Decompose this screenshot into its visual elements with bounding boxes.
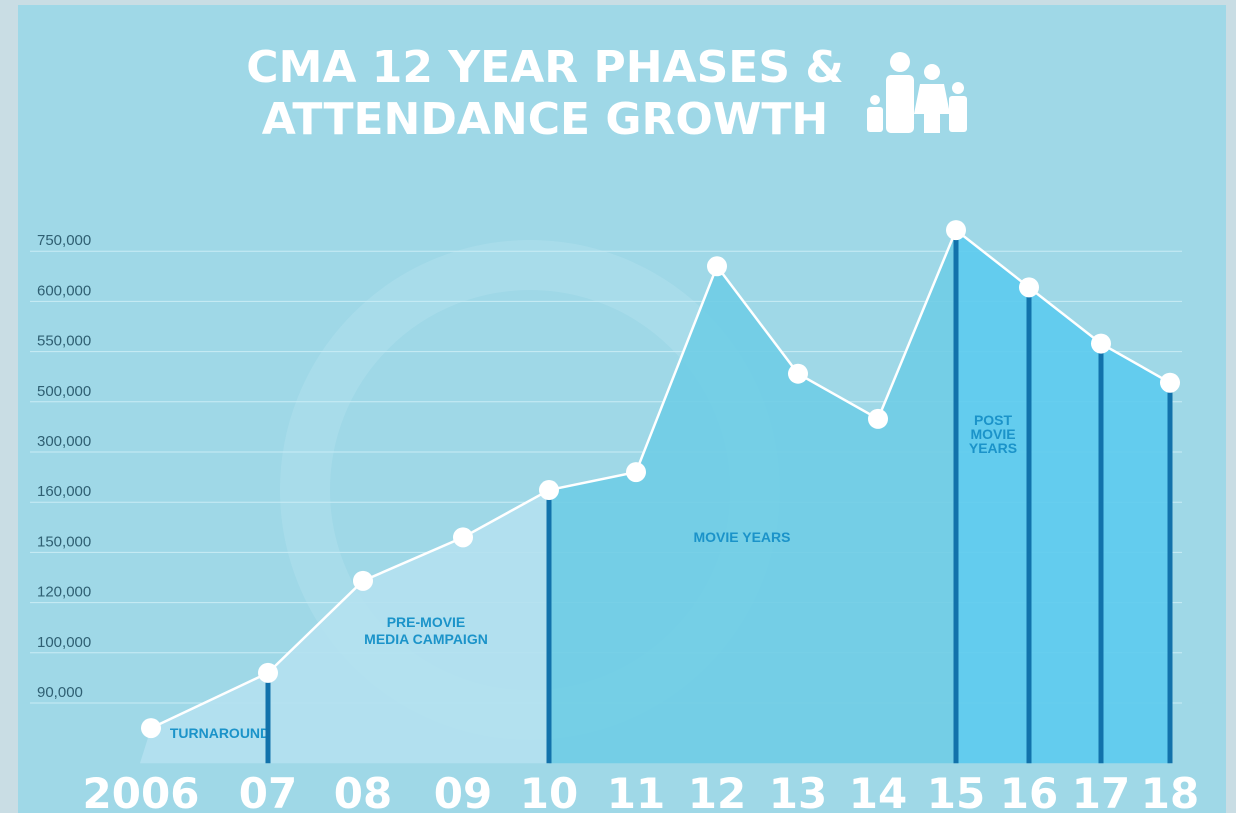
point bbox=[707, 256, 727, 276]
point bbox=[539, 480, 559, 500]
point bbox=[626, 462, 646, 482]
y-tick-label: 150,000 bbox=[37, 533, 91, 550]
x-tick-label: 07 bbox=[239, 769, 297, 813]
point bbox=[868, 409, 888, 429]
point bbox=[353, 571, 373, 591]
x-tick-label: 13 bbox=[769, 769, 827, 813]
phase-label: MOVIE YEARS bbox=[694, 529, 791, 545]
y-tick-label: 160,000 bbox=[37, 483, 91, 500]
point bbox=[258, 663, 278, 683]
y-tick-label: 300,000 bbox=[37, 433, 91, 450]
point bbox=[1160, 373, 1180, 393]
x-tick-label: 08 bbox=[334, 769, 392, 813]
point bbox=[141, 718, 161, 738]
x-tick-label: 12 bbox=[688, 769, 746, 813]
x-tick-label: 15 bbox=[927, 769, 985, 813]
point bbox=[788, 364, 808, 384]
x-tick-label: 17 bbox=[1072, 769, 1130, 813]
x-tick-label: 16 bbox=[1000, 769, 1058, 813]
point bbox=[1091, 334, 1111, 354]
phase-label: TURNAROUND bbox=[170, 725, 270, 741]
y-tick-label: 750,000 bbox=[37, 232, 91, 249]
y-tick-label: 500,000 bbox=[37, 383, 91, 400]
x-tick-label: 10 bbox=[520, 769, 578, 813]
x-tick-label: 14 bbox=[849, 769, 907, 813]
x-tick-label: 2006 bbox=[83, 769, 200, 813]
chart: CMA 12 YEAR PHASES & ATTENDANCE GROWTH 9… bbox=[0, 0, 1236, 813]
phase-label: PRE-MOVIE bbox=[387, 614, 466, 630]
y-tick-label: 100,000 bbox=[37, 634, 91, 651]
chart-title: CMA 12 YEAR PHASES & bbox=[246, 42, 843, 93]
point bbox=[946, 220, 966, 240]
page: CMA 12 YEAR PHASES & ATTENDANCE GROWTH 9… bbox=[0, 0, 1236, 813]
phase-label: YEARS bbox=[969, 440, 1017, 456]
y-tick-label: 90,000 bbox=[37, 684, 83, 701]
x-tick-label: 11 bbox=[607, 769, 665, 813]
y-tick-label: 550,000 bbox=[37, 333, 91, 350]
x-tick-label: 18 bbox=[1141, 769, 1199, 813]
y-tick-label: 120,000 bbox=[37, 584, 91, 601]
point bbox=[1019, 277, 1039, 297]
point bbox=[453, 527, 473, 547]
y-tick-label: 600,000 bbox=[37, 282, 91, 299]
x-tick-label: 09 bbox=[434, 769, 492, 813]
chart-title: ATTENDANCE GROWTH bbox=[262, 94, 828, 145]
phase-label: MEDIA CAMPAIGN bbox=[364, 631, 488, 647]
